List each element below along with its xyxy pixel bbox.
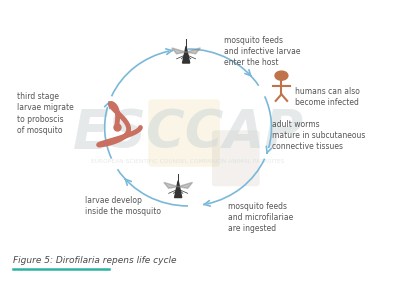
Polygon shape [164, 183, 178, 188]
Text: humans can also
become infected: humans can also become infected [295, 87, 360, 107]
Polygon shape [182, 46, 190, 63]
Polygon shape [172, 48, 186, 54]
Text: Figure 5: Dirofilaria repens life cycle: Figure 5: Dirofilaria repens life cycle [13, 256, 177, 265]
Text: adult worms
mature in subcutaneous
connective tissues: adult worms mature in subcutaneous conne… [272, 120, 365, 151]
Text: mosquito feeds
and infective larvae
enter the host: mosquito feeds and infective larvae ente… [224, 36, 300, 67]
Polygon shape [186, 48, 200, 54]
Polygon shape [178, 183, 192, 188]
Circle shape [275, 71, 288, 80]
Text: larvae develop
inside the mosquito: larvae develop inside the mosquito [85, 196, 161, 216]
Text: mosquito feeds
and microfilariae
are ingested: mosquito feeds and microfilariae are ing… [228, 201, 293, 233]
Polygon shape [174, 181, 182, 198]
FancyBboxPatch shape [148, 99, 220, 167]
Text: third stage
larvae migrate
to proboscis
of mosquito: third stage larvae migrate to proboscis … [17, 92, 74, 135]
Text: ESCCAP: ESCCAP [72, 107, 304, 159]
Text: EUROPEAN SCIENTIFIC COUNSEL COMPANION ANIMAL PARASITES: EUROPEAN SCIENTIFIC COUNSEL COMPANION AN… [91, 158, 285, 164]
FancyBboxPatch shape [212, 130, 260, 186]
